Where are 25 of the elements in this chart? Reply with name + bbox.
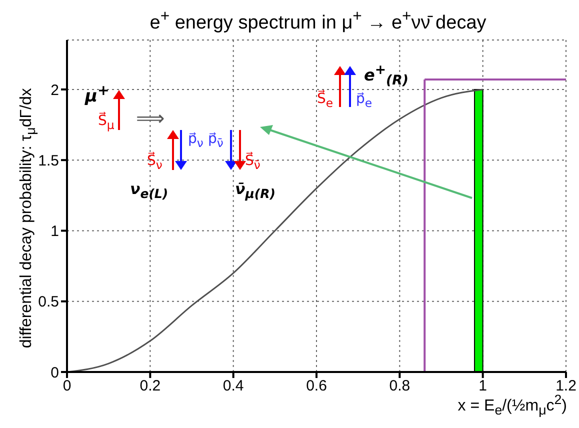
annotation: S⃗$_{μ}$ (98, 113, 114, 132)
annotation: p⃗$_{ν̄}$ (208, 131, 224, 150)
y-tick-label: 0.5 (38, 294, 59, 311)
x-tick-label: 1 (478, 378, 488, 395)
x-tick-label: 0.4 (222, 378, 244, 395)
annotation: p⃗$_{e}$ (356, 91, 372, 110)
y-tick-label: 1.5 (38, 152, 59, 170)
annotation: μ$^{+}$ (85, 83, 110, 107)
annotation: p⃗$_{ν}$ (188, 131, 204, 150)
annotation: ν$_{e(L)}$ (130, 180, 168, 201)
annotation: S⃗$_{e}$ (317, 91, 334, 110)
x-axis-title: x = E$_{e}$/(½m$_{μ}$c$^{2}$) (458, 392, 567, 418)
chart-title: e$^{+}$ energy spectrum in μ$^{+}$ → e$^{+}$νν̄ decay (148, 8, 488, 34)
x-tick-label: 1.2 (556, 378, 576, 395)
annotation: ν̄$_{μ(R)}$ (235, 180, 276, 201)
x-tick-label: 0 (62, 378, 72, 395)
annotation: S⃗$_{ν̄}$ (245, 153, 260, 172)
y-tick-label: 0 (50, 364, 59, 382)
y-tick-label: 2 (50, 82, 59, 99)
annotation: S⃗$_{ν}$ (147, 153, 162, 172)
x-tick-label: 0.6 (306, 378, 327, 395)
x-tick-label: 0.2 (140, 378, 161, 395)
y-tick-label: 1 (50, 223, 59, 240)
x-tick-label: 0.8 (389, 378, 410, 395)
annotation: ⟹ (136, 106, 165, 130)
